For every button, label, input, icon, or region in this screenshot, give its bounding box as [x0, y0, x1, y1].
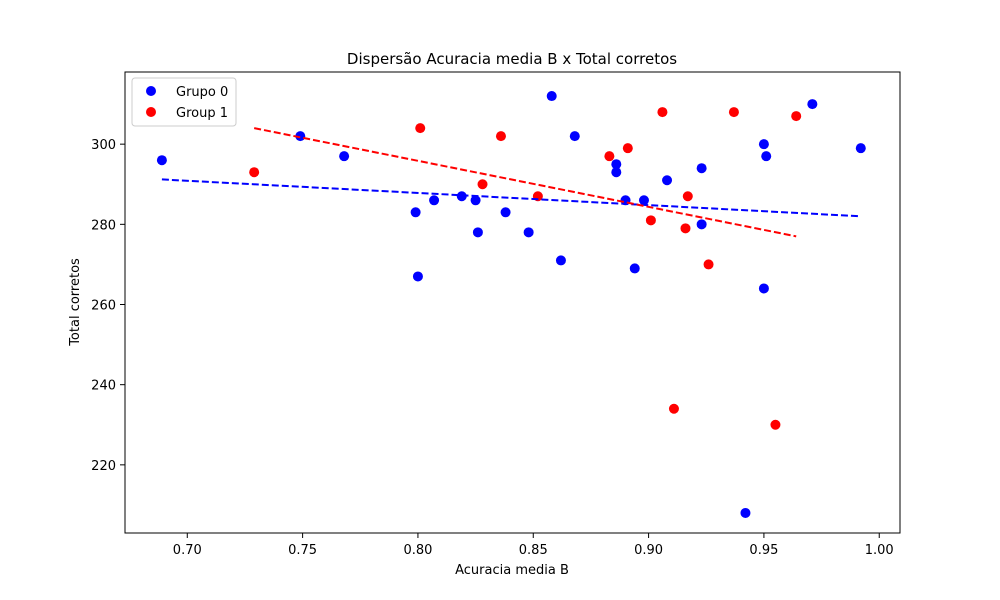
y-tick-label: 300 — [91, 138, 116, 153]
data-point — [807, 99, 818, 110]
legend-marker — [146, 86, 156, 96]
y-tick-label: 260 — [91, 299, 116, 314]
data-point — [622, 143, 633, 154]
x-axis: 0.70 0.75 0.80 0.85 0.90 0.95 1.00 — [173, 533, 894, 558]
legend-box — [131, 77, 237, 127]
data-point — [696, 163, 707, 174]
data-point — [770, 419, 781, 430]
trend-line — [161, 178, 861, 218]
data-point — [470, 195, 481, 206]
x-tick-label: 0.95 — [749, 543, 778, 558]
data-point — [855, 143, 866, 154]
data-point — [761, 151, 772, 162]
data-point — [662, 175, 673, 186]
x-tick-label: 0.85 — [519, 543, 548, 558]
data-point — [477, 179, 488, 190]
legend: Grupo 0 Group 1 — [131, 77, 237, 127]
legend-label: Group 1 — [176, 106, 228, 121]
y-tick-label: 220 — [91, 459, 116, 474]
data-point — [555, 255, 566, 266]
data-point — [645, 215, 656, 226]
legend-marker — [146, 107, 156, 117]
data-point — [472, 227, 483, 238]
y-axis: 220 240 260 280 300 — [91, 138, 125, 474]
data-point — [680, 223, 691, 234]
x-tick-label: 0.90 — [634, 543, 663, 558]
data-point — [339, 151, 350, 162]
x-axis-label: Acuracia media B — [455, 563, 569, 578]
data-point — [703, 259, 714, 270]
data-point — [638, 195, 649, 206]
data-point — [728, 107, 739, 118]
x-tick-label: 0.75 — [288, 543, 317, 558]
y-axis-label: Total corretos — [68, 258, 83, 347]
data-point — [611, 159, 622, 170]
data-point — [758, 283, 769, 294]
data-point — [740, 507, 751, 518]
chart-title: Dispersão Acuracia media B x Total corre… — [347, 50, 677, 68]
data-point — [546, 91, 557, 102]
data-point — [495, 131, 506, 142]
plot-frame — [124, 71, 901, 534]
data-point — [682, 191, 693, 202]
data-point — [456, 191, 467, 202]
legend-label: Grupo 0 — [176, 85, 228, 100]
data-point — [611, 167, 622, 178]
data-point — [569, 131, 580, 142]
data-point — [415, 123, 426, 134]
data-point — [791, 111, 802, 122]
data-point — [429, 195, 440, 206]
x-tick-label: 0.70 — [173, 543, 202, 558]
x-tick-label: 1.00 — [865, 543, 894, 558]
data-point — [500, 207, 511, 218]
x-tick-label: 0.80 — [403, 543, 432, 558]
data-point — [629, 263, 640, 274]
data-point — [249, 167, 260, 178]
data-point — [410, 207, 421, 218]
trend-line — [253, 127, 797, 238]
y-tick-label: 280 — [91, 218, 116, 233]
y-tick-label: 240 — [91, 379, 116, 394]
data-point — [295, 131, 306, 142]
data-point — [604, 151, 615, 162]
data-point — [523, 227, 534, 238]
data-point — [156, 155, 167, 166]
chart-marks — [156, 91, 866, 518]
data-point — [668, 403, 679, 414]
data-point — [758, 139, 769, 150]
data-point — [696, 219, 707, 230]
data-point — [412, 271, 423, 282]
data-point — [657, 107, 668, 118]
